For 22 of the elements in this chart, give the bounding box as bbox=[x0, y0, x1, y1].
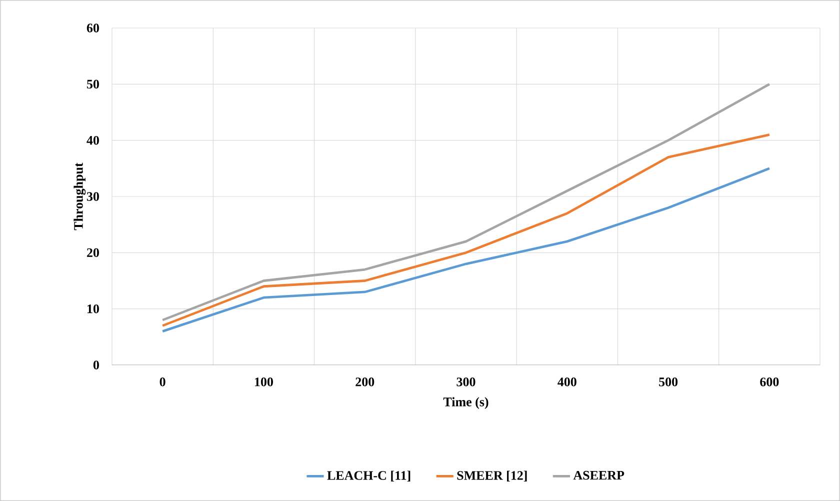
y-tick-label: 20 bbox=[87, 248, 99, 258]
x-tick-label: 0 bbox=[160, 378, 166, 386]
legend-label: ASEERP bbox=[573, 470, 624, 480]
x-tick-label: 600 bbox=[760, 378, 779, 386]
y-tick-label: 30 bbox=[86, 192, 99, 201]
x-axis-title: Time (s) bbox=[443, 397, 488, 409]
line-series bbox=[161, 82, 771, 322]
legend-label: LEACH-C [11] bbox=[327, 470, 410, 482]
x-tick-label: 100 bbox=[255, 378, 273, 386]
y-tick-label: 10 bbox=[88, 304, 99, 314]
line-series bbox=[161, 167, 771, 332]
x-tick-label: 400 bbox=[558, 378, 576, 386]
y-tick-label: 40 bbox=[86, 136, 99, 145]
legend-label: SMEER [12] bbox=[457, 470, 527, 482]
x-tick-label: 200 bbox=[356, 378, 374, 386]
y-tick-label: 60 bbox=[86, 24, 99, 32]
x-tick-label: 500 bbox=[659, 378, 678, 386]
y-axis-title: Throughput bbox=[74, 162, 86, 230]
x-tick-label: 300 bbox=[456, 378, 476, 386]
y-tick-label: 50 bbox=[86, 80, 99, 89]
y-tick-label: 0 bbox=[93, 360, 99, 370]
line-series bbox=[161, 134, 771, 327]
